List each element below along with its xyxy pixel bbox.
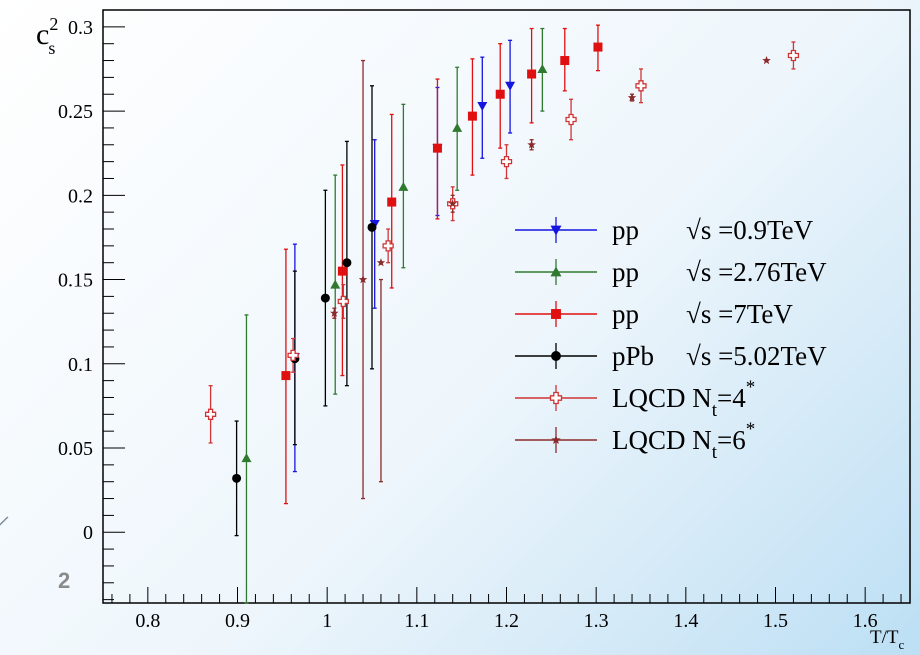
x-tick-label: 1.3 [584, 610, 609, 632]
side-number: 2 [58, 568, 71, 593]
y-tick-label: 0.3 [68, 17, 93, 39]
legend-label: pPb [612, 341, 654, 371]
legend-label: √s =7TeV [686, 299, 793, 329]
triangle-up-marker [452, 122, 463, 132]
triangle-down-marker [550, 225, 562, 236]
x-axis-title: T/Tc [870, 627, 905, 652]
open-cross-marker [635, 80, 647, 92]
triangle-down-marker [477, 102, 488, 112]
square-marker [337, 266, 347, 276]
triangle-down-marker [505, 81, 516, 91]
star-marker [376, 258, 386, 267]
legend-label: LQCD Nt=4* [612, 377, 755, 421]
legend: pp √s =0.9TeV pp √s =2.76TeV pp √s =7TeV pPb √s… [515, 215, 827, 463]
square-marker [467, 111, 477, 121]
triangle-up-marker [330, 279, 341, 289]
x-tick-label: 1.5 [763, 610, 788, 632]
circle-marker [551, 351, 561, 361]
open-cross-marker [204, 408, 217, 420]
triangle-up-marker [537, 63, 548, 73]
x-tick-label: 0.9 [225, 610, 250, 632]
star-marker [551, 435, 561, 444]
star-marker [330, 308, 339, 317]
open-cross-marker [565, 113, 577, 126]
star-marker [627, 93, 637, 102]
triangle-up-marker [241, 453, 252, 463]
square-marker [387, 197, 397, 207]
circle-marker [367, 222, 377, 232]
triangle-up-marker [550, 266, 562, 277]
circle-marker [342, 258, 352, 268]
y-tick-label: 0.05 [58, 438, 93, 460]
x-tick-label: 0.8 [135, 610, 160, 632]
x-tick-label: 1 [322, 610, 332, 632]
data-markers [204, 42, 800, 483]
open-cross-marker [337, 295, 349, 308]
x-tick-label: 1.2 [494, 610, 519, 632]
legend-label: √s =2.76TeV [686, 257, 827, 287]
open-cross-marker [500, 155, 513, 168]
x-tick-label: 1.1 [404, 610, 429, 632]
star-marker [358, 275, 368, 284]
axis-tick-labels: 0.8 0.9 1 1.1 1.2 1.3 1.4 1.5 1.6 0 0.05 0.1 0.15 0.2… [58, 17, 878, 632]
y-axis-title: c2 s [36, 14, 58, 58]
square-marker [527, 69, 537, 79]
square-marker [281, 371, 291, 381]
square-marker [560, 56, 570, 66]
y-tick-label: 0 [83, 522, 93, 544]
y-tick-label: 0.1 [68, 354, 93, 376]
legend-label: pp [612, 299, 639, 329]
y-tick-label: 0.2 [68, 185, 93, 207]
square-marker [432, 143, 442, 153]
open-cross-marker [287, 349, 299, 362]
legend-label: pp [612, 257, 639, 287]
square-marker [495, 89, 505, 99]
circle-marker [320, 293, 330, 303]
open-cross-marker [787, 49, 800, 62]
star-marker [527, 140, 536, 149]
x-tick-label: 1.6 [853, 610, 878, 632]
star-marker [448, 199, 457, 208]
square-marker [593, 42, 603, 52]
axis-ticks [103, 26, 902, 603]
y-tick-label: 0.15 [58, 270, 93, 292]
y-tick-label: 0.25 [58, 101, 93, 123]
triangle-up-marker [398, 181, 409, 191]
circle-marker [232, 473, 242, 483]
open-cross-marker [549, 391, 563, 405]
legend-label: pp [612, 215, 639, 245]
star-marker [762, 56, 771, 65]
x-tick-label: 1.4 [673, 610, 698, 632]
legend-label: √s =0.9TeV [686, 215, 814, 245]
legend-label: LQCD Nt=6* [612, 419, 755, 463]
open-cross-marker [382, 240, 394, 252]
square-marker [551, 309, 561, 319]
legend-label: √s =5.02TeV [686, 341, 827, 371]
